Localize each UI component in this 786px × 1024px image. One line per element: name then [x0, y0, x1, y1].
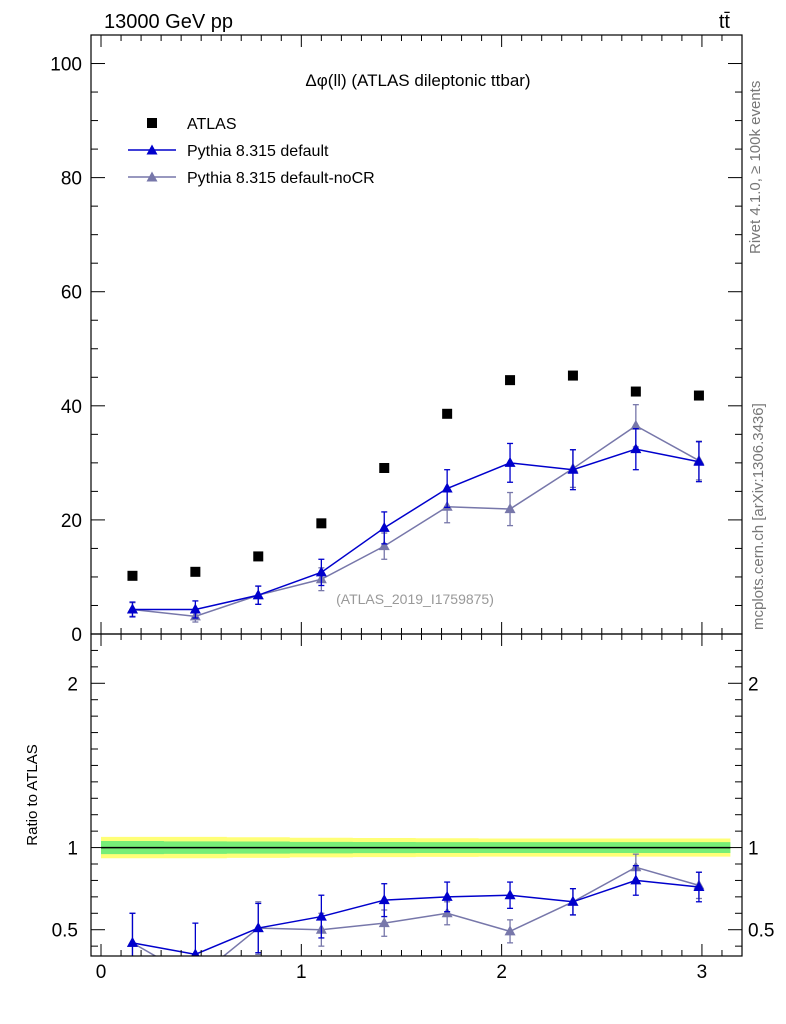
- main-nocr-point: [630, 419, 642, 430]
- legend-atlas-marker: [147, 118, 157, 128]
- x-tick-label: 2: [496, 962, 507, 983]
- ratio-default-line: [132, 879, 700, 956]
- ratio-y-tick-label-left: 1: [67, 839, 78, 860]
- legend-default-label: Pythia 8.315 default: [187, 143, 329, 160]
- legend-nocr-marker: [146, 171, 158, 182]
- main-default-point: [693, 455, 705, 466]
- ratio-default-point: [567, 895, 579, 906]
- main-atlas-point: [630, 386, 641, 397]
- ratio-y-tick-label-right: 0.5: [748, 921, 774, 942]
- ratio-nocr-line: [132, 866, 700, 956]
- main-atlas-point: [379, 462, 390, 473]
- main-default-point: [189, 603, 201, 614]
- main-default-point: [252, 589, 264, 600]
- ratio-series-clipped: [126, 853, 705, 956]
- main-atlas-point: [505, 375, 516, 386]
- main-atlas-point: [567, 370, 578, 381]
- main-nocr-point: [504, 503, 516, 514]
- ratio-default-point: [252, 922, 264, 933]
- main-default-point: [378, 521, 390, 532]
- legend-atlas-label: ATLAS: [187, 116, 237, 133]
- main-default-point: [126, 603, 138, 614]
- ratio-default-point: [378, 894, 390, 905]
- header-energy-label: 13000 GeV pp: [104, 11, 233, 33]
- x-tick-labels: 0 1 2 3: [96, 962, 708, 983]
- main-y-tick-label: 60: [61, 283, 82, 304]
- ratio-default-point: [191, 948, 200, 956]
- ratio-uncertainty-band: [101, 836, 731, 859]
- main-atlas-point: [253, 551, 264, 562]
- legend: ATLAS Pythia 8.315 default Pythia 8.315 …: [128, 116, 375, 187]
- main-y-tick-label: 100: [50, 55, 82, 76]
- ratio-default-point: [693, 881, 705, 891]
- ratio-plot-frame: [90, 633, 743, 957]
- ratio-y-tick-label-left: 0.5: [52, 921, 78, 942]
- x-tick-label: 3: [697, 962, 708, 983]
- main-y-tick-label: 0: [71, 625, 82, 646]
- main-series-layer: [126, 370, 705, 623]
- header-process-label: tt̄: [719, 11, 731, 33]
- main-plot-panel: 0 20 40 60 80 100 Δφ(ll) (ATLAS dileptonic tt…: [50, 34, 743, 646]
- mcplots-reference-label: mcplots.cern.ch [arXiv:1306.3436]: [750, 403, 767, 630]
- ratio-y-tick-label-right: 1: [748, 839, 759, 860]
- main-axis-ticks: [91, 35, 742, 635]
- main-y-tick-labels: 0 20 40 60 80 100: [50, 55, 82, 646]
- ratio-y-axis-label: Ratio to ATLAS: [24, 744, 41, 845]
- main-default-point: [630, 443, 642, 454]
- main-nocr-point: [378, 540, 390, 551]
- ratio-y-tick-label-right: 2: [748, 674, 759, 695]
- ratio-plot-panel: 0.5 0.5 1 1 2 2 0 1 2 3 Ratio to ATLAS: [24, 633, 775, 983]
- main-atlas-point: [127, 570, 138, 581]
- ratio-default-point: [441, 890, 453, 901]
- main-default-point: [567, 463, 579, 474]
- ratio-default-point: [630, 874, 642, 885]
- x-tick-label: 1: [296, 962, 307, 983]
- main-default-point: [441, 482, 453, 493]
- main-y-tick-label: 20: [61, 511, 82, 532]
- x-tick-label: 0: [96, 962, 107, 983]
- main-atlas-point: [693, 390, 704, 401]
- ratio-default-point: [126, 936, 138, 947]
- ratio-default-point: [315, 910, 327, 921]
- main-y-tick-label: 40: [61, 397, 82, 418]
- ratio-series-layer: [126, 853, 705, 956]
- ratio-nocr-point: [504, 925, 516, 936]
- main-default-line: [132, 448, 700, 611]
- legend-nocr-label: Pythia 8.315 default-noCR: [187, 170, 375, 187]
- analysis-id-label: (ATLAS_2019_I1759875): [336, 591, 494, 607]
- ratio-y-tick-labels: 0.5 0.5 1 1 2 2: [52, 674, 775, 941]
- main-y-tick-label: 80: [61, 169, 82, 190]
- legend-default-marker: [146, 144, 158, 155]
- main-plot-title: Δφ(ll) (ATLAS dileptonic ttbar): [305, 71, 530, 90]
- main-default-point: [504, 456, 516, 467]
- ratio-axis-ticks: [91, 634, 742, 956]
- rivet-version-label: Rivet 4.1.0, ≥ 100k events: [747, 81, 764, 254]
- main-atlas-point: [316, 518, 327, 529]
- main-atlas-point: [442, 408, 453, 419]
- ratio-default-point: [504, 889, 516, 900]
- ratio-nocr-point: [378, 917, 390, 928]
- ratio-y-tick-label-left: 2: [67, 674, 78, 695]
- main-nocr-line: [132, 424, 700, 618]
- main-default-point: [315, 566, 327, 577]
- main-atlas-point: [190, 566, 201, 577]
